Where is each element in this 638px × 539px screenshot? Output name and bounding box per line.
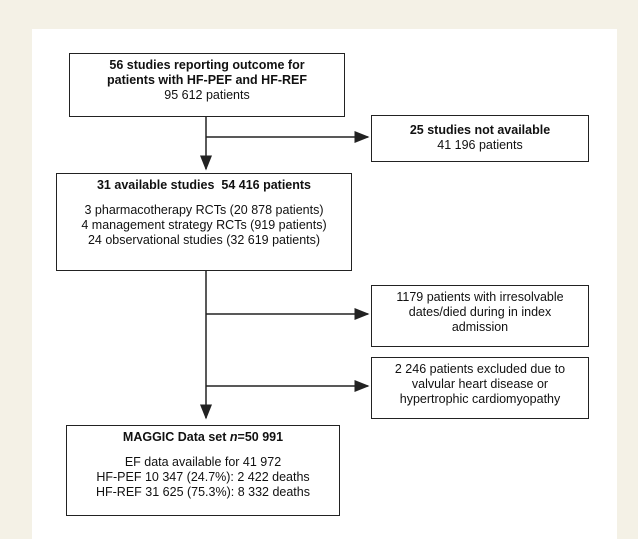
maggic-hfref: HF-REF 31 625 (75.3%): 8 332 deaths [95,485,310,499]
box-studies-reporting-line3: 95 612 patients [164,88,250,102]
box-excluded-line2: valvular heart disease or [411,377,549,391]
maggic-title: MAGGIC Data set n=50 991 [73,430,333,445]
maggic-title-n: n [229,430,238,444]
available-patients-count: 54 416 patients [221,178,312,192]
box-available-title: 31 available studies 54 416 patients [63,178,345,193]
maggic-hfpef: HF-PEF 10 347 (24.7%): 2 422 deaths [96,470,310,484]
available-item-observational: 24 observational studies (32 619 patient… [87,233,321,247]
box-not-available-line1: 25 studies not available [409,123,551,137]
available-item-management: 4 management strategy RCTs (919 patients… [81,218,327,232]
box-excluded-line3: hypertrophic cardiomyopathy [399,392,561,406]
available-studies-count: 31 available studies [96,178,215,192]
box-excluded-line1: 2 246 patients excluded due to [394,362,566,376]
box-available-studies: 31 available studies 54 416 patients 3 p… [56,173,352,271]
box-irresolvable-dates: 1179 patients with irresolvable dates/di… [371,285,589,347]
box-irresolvable-line3: admission [451,320,509,334]
box-not-available: 25 studies not available 41 196 patients [371,115,589,162]
box-not-available-line2: 41 196 patients [437,138,523,152]
box-studies-reporting: 56 studies reporting outcome for patient… [69,53,345,117]
box-excluded-patients: 2 246 patients excluded due to valvular … [371,357,589,419]
box-maggic-dataset: MAGGIC Data set n=50 991 EF data availab… [66,425,340,516]
maggic-ef-available: EF data available for 41 972 [124,455,282,469]
box-studies-reporting-line2: patients with HF-PEF and HF-REF [107,73,307,87]
box-irresolvable-line2: dates/died during in index [408,305,552,319]
box-irresolvable-line1: 1179 patients with irresolvable [396,290,564,304]
available-item-pharmacotherapy: 3 pharmacotherapy RCTs (20 878 patients) [84,203,324,217]
box-studies-reporting-line1: 56 studies reporting outcome for [109,58,305,72]
maggic-title-prefix: MAGGIC Data set [122,430,230,444]
maggic-title-suffix: =50 991 [237,430,284,444]
